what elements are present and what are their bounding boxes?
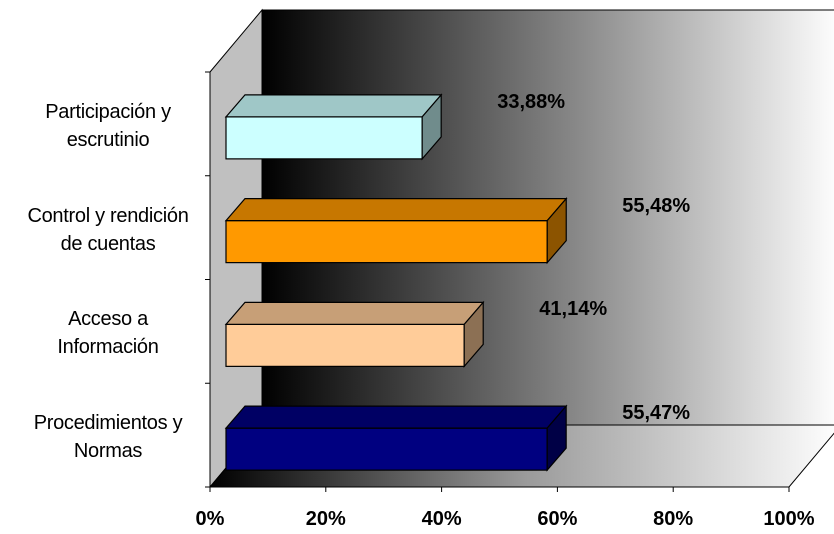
x-tick-label: 60% [537,508,578,530]
x-tick-label: 40% [421,508,462,530]
category-label-1: Participación y escrutinio [8,98,208,154]
value-label-4: 55,47% [622,402,691,425]
bar-2-front [225,220,548,264]
x-tick-label: 0% [195,508,225,530]
category-label-line: Control y rendición [27,204,189,227]
bar-1-front [225,116,423,160]
bar-1-top [224,94,443,118]
category-label-line: Acceso a [68,308,148,331]
category-label-line: Participación y [45,100,171,123]
value-label-1: 33,88% [497,90,566,113]
x-tick-label: 80% [653,508,694,530]
value-label-3: 41,14% [539,298,608,321]
category-label-line: Procedimientos y [33,412,183,435]
category-label-4: Procedimientos y Normas [8,409,208,465]
bar-2-top [224,198,568,222]
value-label-2: 55,48% [622,194,691,217]
bar-2-side [546,197,567,265]
x-tick-label: 20% [305,508,346,530]
bar-3-side [463,300,484,368]
bar-3-top [224,301,485,325]
category-label-line: escrutinio [66,128,150,151]
category-label-line: Información [57,336,159,359]
bar-1-side [421,93,442,161]
bars [224,93,568,472]
bar-4-front [225,427,548,471]
bar-3-front [225,323,465,367]
bar-4-side [546,404,567,472]
category-label-line: Normas [73,440,143,463]
category-label-2: Control y rendición de cuentas [8,202,208,258]
category-label-line: de cuentas [60,232,156,255]
x-tick-label: 100% [763,508,815,530]
x-axis [205,71,790,492]
bar-4-top [224,405,568,429]
category-label-3: Acceso a Información [8,305,208,361]
